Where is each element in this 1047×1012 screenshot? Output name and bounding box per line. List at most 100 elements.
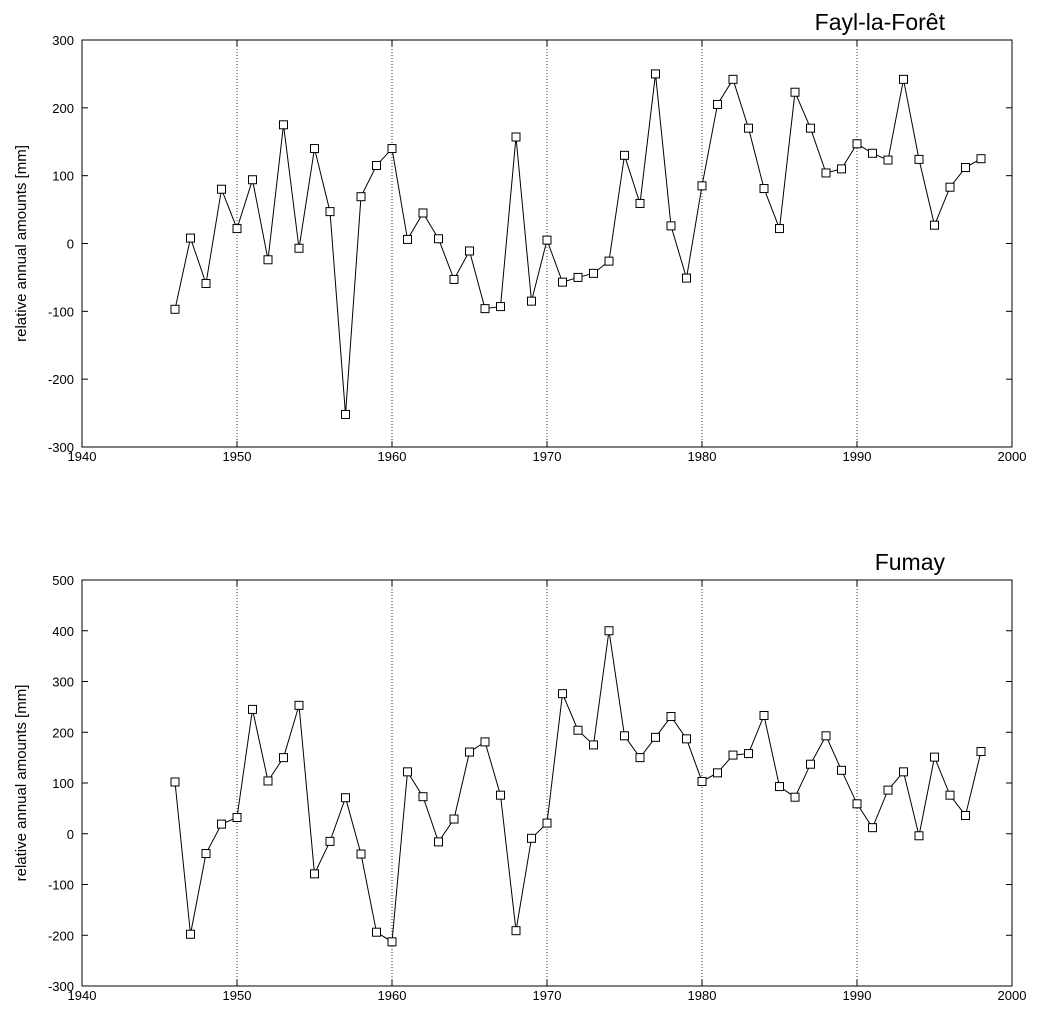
data-point bbox=[465, 246, 474, 256]
data-point bbox=[899, 767, 908, 777]
data-point bbox=[744, 123, 753, 133]
data-point bbox=[573, 272, 583, 282]
data-point bbox=[341, 793, 350, 803]
chart-panel-1: 1940 1950 1960 1970 1980 1990 2000-300-200-100… bbox=[13, 9, 1026, 464]
data-point bbox=[930, 220, 939, 230]
x-tick-label: 2000 bbox=[998, 988, 1027, 1003]
y-tick-label: -300 bbox=[48, 979, 74, 994]
data-point bbox=[403, 767, 412, 777]
data-point bbox=[449, 814, 459, 824]
data-point bbox=[248, 175, 257, 185]
data-point bbox=[279, 120, 288, 130]
data-point bbox=[325, 207, 335, 217]
data-point bbox=[883, 785, 893, 795]
y-tick-label: 100 bbox=[52, 169, 74, 184]
data-point bbox=[527, 296, 536, 306]
data-point bbox=[806, 759, 815, 769]
data-point bbox=[542, 818, 552, 828]
x-tick-label: 2000 bbox=[998, 449, 1027, 464]
data-point bbox=[961, 810, 970, 820]
data-point bbox=[465, 747, 474, 757]
data-point bbox=[279, 753, 288, 763]
data-point bbox=[821, 168, 831, 178]
y-tick-label: -100 bbox=[48, 878, 74, 893]
x-tick-label: 1940 bbox=[68, 988, 97, 1003]
data-point bbox=[713, 99, 722, 109]
data-point bbox=[790, 87, 800, 97]
data-point bbox=[186, 929, 195, 939]
y-tick-label: 100 bbox=[52, 776, 74, 791]
data-point bbox=[542, 235, 552, 245]
y-tick-label: 200 bbox=[52, 725, 74, 740]
data-point bbox=[480, 304, 490, 314]
data-point bbox=[837, 164, 846, 174]
data-point bbox=[387, 144, 397, 154]
data-point bbox=[976, 154, 986, 164]
data-point bbox=[248, 704, 257, 714]
data-point bbox=[170, 777, 180, 787]
data-point bbox=[496, 790, 505, 800]
data-point bbox=[961, 163, 970, 173]
data-point bbox=[589, 740, 598, 750]
data-point bbox=[356, 849, 366, 859]
data-point bbox=[558, 689, 567, 699]
x-tick-label: 1980 bbox=[688, 449, 717, 464]
data-point bbox=[573, 725, 583, 735]
y-tick-label: 300 bbox=[52, 675, 74, 690]
data-point bbox=[930, 752, 939, 762]
y-axis-label: relative annual amounts [mm] bbox=[13, 145, 30, 342]
y-tick-label: -200 bbox=[48, 928, 74, 943]
data-point bbox=[682, 734, 691, 744]
y-tick-label: -100 bbox=[48, 304, 74, 319]
data-point bbox=[868, 823, 877, 833]
data-point bbox=[263, 776, 273, 786]
x-tick-label: 1970 bbox=[533, 988, 562, 1003]
data-point bbox=[852, 139, 862, 149]
data-point bbox=[775, 782, 784, 792]
data-point bbox=[480, 737, 490, 747]
data-point bbox=[635, 198, 645, 208]
data-point bbox=[217, 184, 226, 194]
x-tick-label: 1950 bbox=[223, 988, 252, 1003]
y-tick-label: -300 bbox=[48, 440, 74, 455]
x-tick-label: 1960 bbox=[378, 988, 407, 1003]
data-point bbox=[263, 255, 273, 265]
data-point bbox=[914, 154, 924, 164]
data-point bbox=[806, 123, 815, 133]
chart-title: Fayl-la-Forêt bbox=[815, 9, 946, 35]
data-point bbox=[682, 273, 691, 283]
data-point bbox=[744, 749, 753, 759]
data-point bbox=[945, 790, 955, 800]
y-tick-label: 0 bbox=[67, 237, 74, 252]
data-point bbox=[449, 274, 459, 284]
data-point bbox=[356, 192, 366, 202]
data-point bbox=[790, 792, 800, 802]
data-point bbox=[325, 836, 335, 846]
data-point bbox=[589, 268, 598, 278]
data-point bbox=[232, 224, 242, 234]
data-point bbox=[899, 74, 908, 84]
series-line bbox=[174, 630, 982, 943]
x-tick-label: 1950 bbox=[223, 449, 252, 464]
data-point bbox=[775, 224, 784, 234]
data-point bbox=[232, 813, 242, 823]
data-point bbox=[620, 731, 629, 741]
x-tick-label: 1980 bbox=[688, 988, 717, 1003]
data-point bbox=[728, 74, 738, 84]
data-point bbox=[697, 776, 707, 786]
data-point bbox=[651, 69, 660, 79]
data-point bbox=[604, 626, 614, 636]
chart-title: Fumay bbox=[875, 549, 946, 575]
x-tick-label: 1990 bbox=[843, 449, 872, 464]
chart-panel-2: 1940 1950 1960 1970 1980 1990 2000-300-200-100… bbox=[13, 549, 1026, 1003]
data-point bbox=[713, 768, 722, 778]
data-point bbox=[170, 304, 180, 314]
data-point bbox=[403, 234, 412, 244]
x-tick-label: 1970 bbox=[533, 449, 562, 464]
x-tick-label: 1940 bbox=[68, 449, 97, 464]
data-point bbox=[434, 234, 443, 244]
data-point bbox=[837, 765, 846, 775]
data-point bbox=[387, 937, 397, 947]
x-tick-label: 1960 bbox=[378, 449, 407, 464]
